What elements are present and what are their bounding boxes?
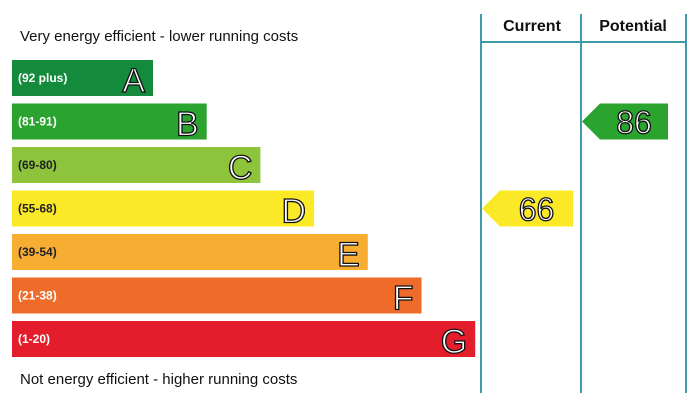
- band-letter: C: [228, 149, 253, 187]
- column-grid: [480, 14, 687, 393]
- band-bar: [12, 147, 261, 183]
- band-g: (1-20) G: [12, 321, 476, 362]
- band-a: (92 plus) A: [12, 60, 153, 101]
- band-range-label: (1-20): [18, 332, 50, 346]
- band-range-label: (81-91): [18, 115, 57, 129]
- band-letter: A: [122, 62, 145, 100]
- current-rating-marker-value: 66: [519, 192, 555, 228]
- potential-rating-marker: 86: [582, 103, 668, 141]
- bottom-caption: Not energy efficient - higher running co…: [20, 371, 298, 388]
- rating-bands: (92 plus) A(81-91) B(69-80) C(55-68) D(39-54…: [12, 60, 476, 362]
- band-bar: [12, 234, 368, 270]
- band-bar: [12, 103, 207, 140]
- band-f: (21-38) F: [12, 277, 422, 318]
- current-column-header: Current: [503, 18, 561, 35]
- band-letter: F: [393, 280, 414, 318]
- band-letter: D: [282, 193, 307, 231]
- band-range-label: (39-54): [18, 245, 57, 259]
- band-bar: [12, 321, 476, 357]
- top-caption: Very energy efficient - lower running co…: [20, 28, 299, 45]
- band-range-label: (21-38): [18, 289, 57, 303]
- band-range-label: (92 plus): [18, 71, 67, 85]
- band-bar: [12, 190, 315, 227]
- band-range-label: (69-80): [18, 158, 57, 172]
- band-bar: [12, 277, 422, 314]
- current-rating-marker-arrow: [482, 190, 573, 227]
- band-range-label: (55-68): [18, 202, 57, 216]
- band-c: (69-80) C: [12, 147, 261, 188]
- rating-markers: 66 86: [482, 103, 668, 228]
- potential-rating-marker-arrow: [582, 103, 668, 140]
- band-d: (55-68) D: [12, 190, 315, 231]
- band-letter: G: [441, 323, 467, 361]
- potential-column-header: Potential: [599, 18, 667, 35]
- potential-rating-marker-value: 86: [616, 105, 652, 141]
- band-bar: [12, 60, 153, 96]
- band-e: (39-54) E: [12, 234, 368, 275]
- band-letter: B: [176, 106, 199, 144]
- current-rating-marker: 66: [482, 190, 573, 228]
- band-letter: E: [337, 236, 360, 274]
- band-b: (81-91) B: [12, 103, 207, 144]
